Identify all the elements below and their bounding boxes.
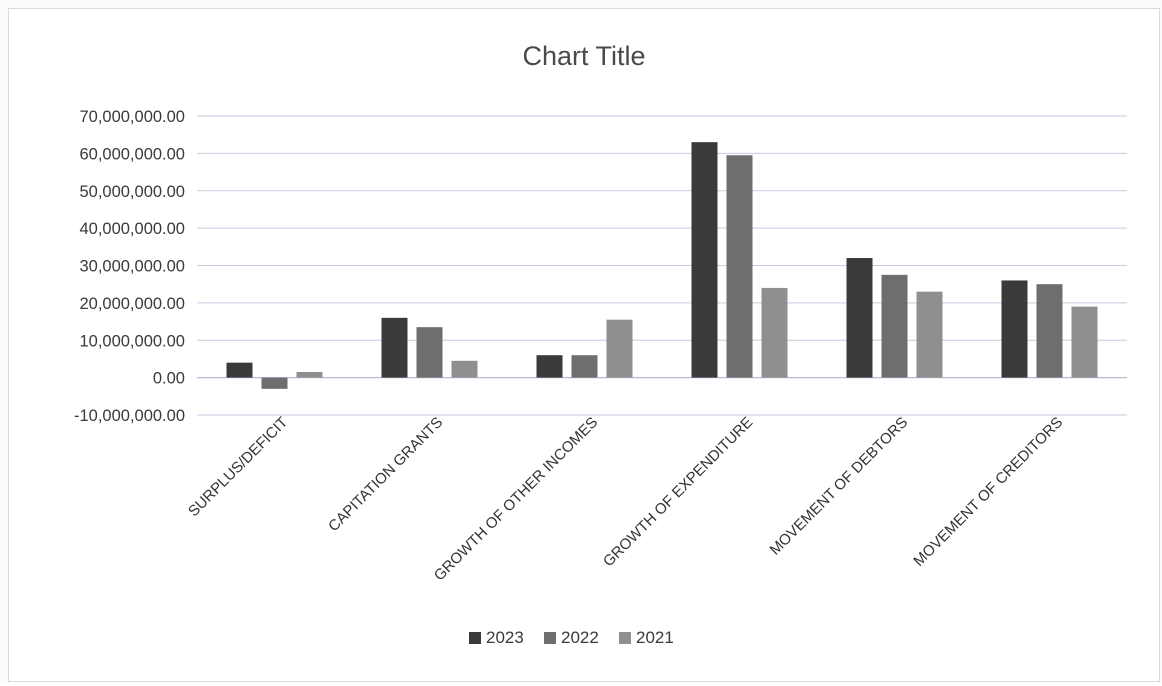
y-tick-label: 50,000,000.00 <box>79 183 185 201</box>
chart-area: Chart Title 70,000,000.00 60,000,000.00 50… <box>8 8 1160 682</box>
bar <box>536 355 563 378</box>
bar <box>726 155 753 378</box>
legend-swatch <box>469 632 481 644</box>
bar <box>226 362 253 378</box>
y-axis-tick-labels: 70,000,000.00 60,000,000.00 50,000,000.00 4… <box>74 108 185 425</box>
legend: 2023 2022 2021 <box>469 628 674 647</box>
legend-label: 2022 <box>561 628 599 647</box>
bar <box>606 319 633 378</box>
category-label: GROWTH OF OTHER INCOMES <box>431 414 602 585</box>
bar <box>416 327 443 378</box>
gridlines <box>197 115 1127 416</box>
legend-entry: 2021 <box>619 628 674 647</box>
category-label: CAPITATION GRANTS <box>325 414 446 535</box>
bar <box>1036 284 1063 378</box>
legend-entry: 2022 <box>544 628 599 647</box>
category-label: SURPLUS/DEFICIT <box>185 414 291 520</box>
category-label: MOVEMENT OF CREDITORS <box>910 414 1066 570</box>
bar <box>571 355 598 378</box>
legend-entry: 2023 <box>469 628 524 647</box>
y-tick-label: 40,000,000.00 <box>79 220 185 238</box>
y-tick-label: -10,000,000.00 <box>74 407 185 425</box>
y-tick-label: 60,000,000.00 <box>79 145 185 163</box>
bar <box>1001 280 1028 378</box>
bar-chart: Chart Title 70,000,000.00 60,000,000.00 50… <box>74 41 1127 647</box>
chart-title: Chart Title <box>522 41 645 71</box>
legend-swatch <box>544 632 556 644</box>
category-label: GROWTH OF EXPENDITURE <box>600 414 756 570</box>
bars <box>226 142 1098 389</box>
bar <box>296 372 323 378</box>
bar <box>916 291 943 378</box>
bar <box>691 142 718 378</box>
y-tick-label: 30,000,000.00 <box>79 258 185 276</box>
bar <box>261 377 288 389</box>
bar <box>1071 306 1098 378</box>
legend-swatch <box>619 632 631 644</box>
y-tick-label: 10,000,000.00 <box>79 332 185 350</box>
y-tick-label: 20,000,000.00 <box>79 295 185 313</box>
category-label: MOVEMENT OF DEBTORS <box>767 414 912 559</box>
bar <box>451 360 478 378</box>
y-tick-label: 70,000,000.00 <box>79 108 185 126</box>
bar <box>881 274 908 378</box>
y-tick-label: 0.00 <box>153 370 185 388</box>
legend-label: 2023 <box>486 628 524 647</box>
bar <box>846 258 873 378</box>
legend-label: 2021 <box>636 628 674 647</box>
bar <box>381 317 408 378</box>
bar <box>761 287 788 378</box>
